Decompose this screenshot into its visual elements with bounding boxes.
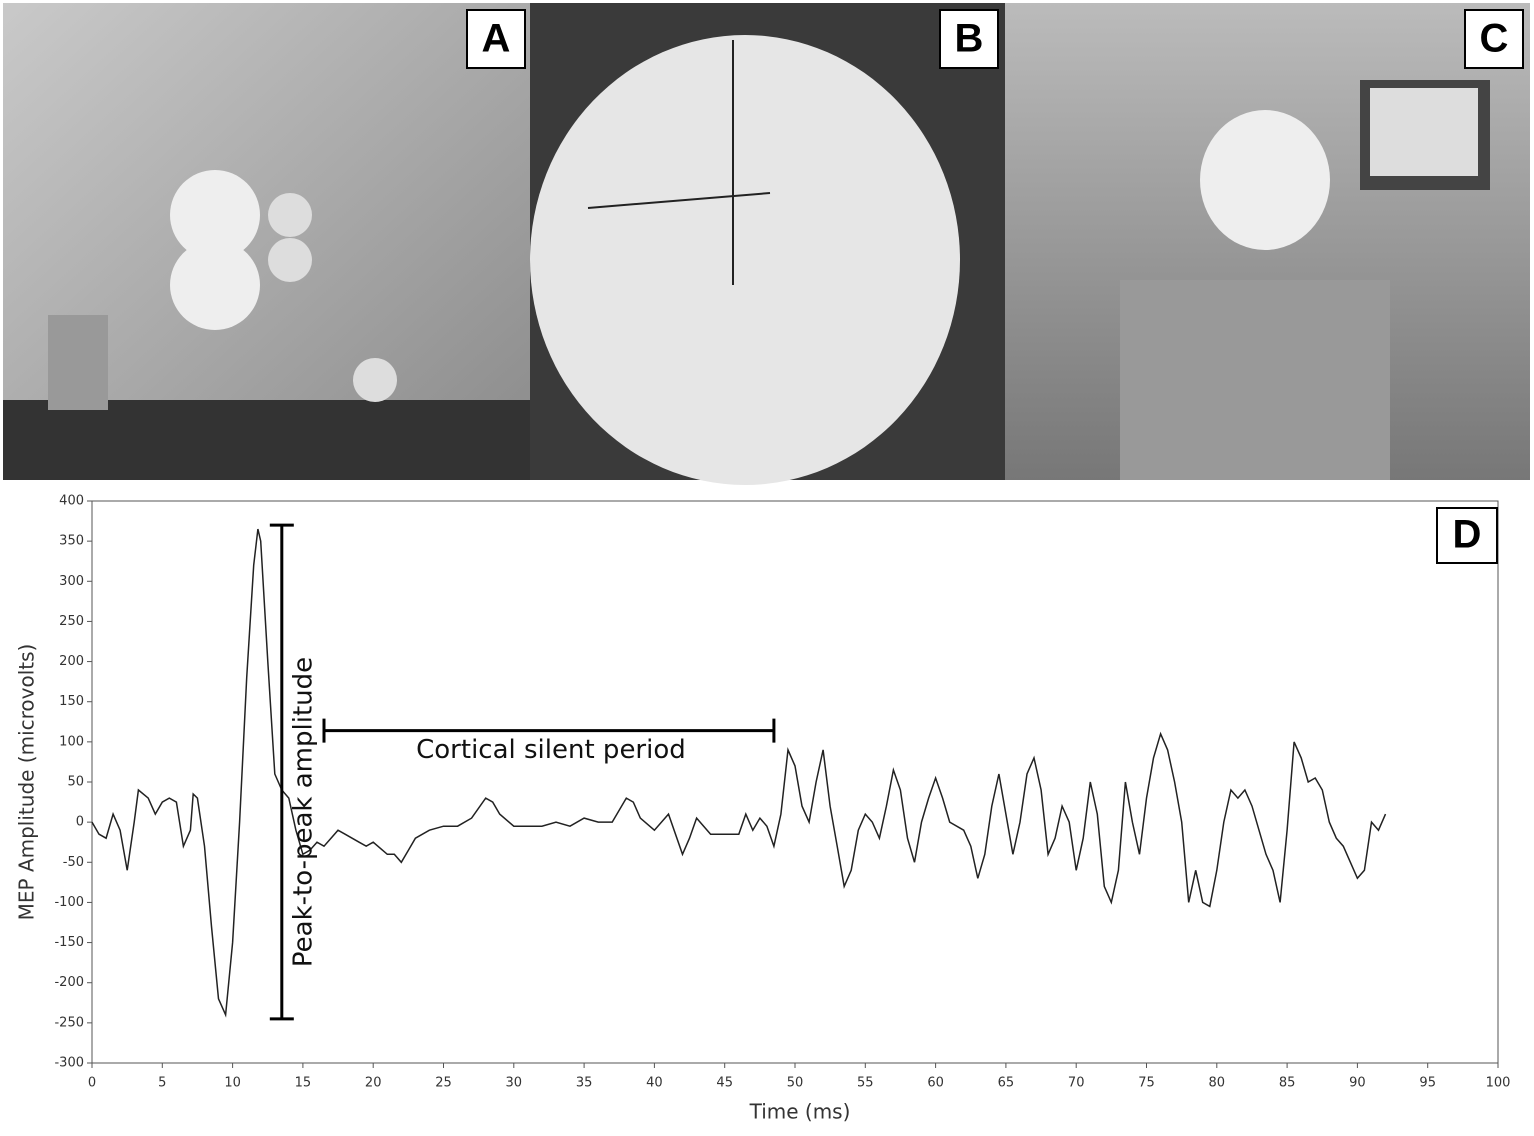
x-axis-label: Time (ms) [749,1100,851,1124]
panel-label-box [1436,507,1498,564]
y-axis-label: MEP Amplitude (microvolts) [15,644,39,921]
panel-label-box [1464,9,1524,69]
x-tick-label: 70 [1068,1076,1085,1091]
y-tick-label: -100 [54,895,84,910]
x-tick-label: 0 [88,1076,96,1091]
y-tick-label: 150 [59,694,84,709]
x-tick-label: 10 [224,1076,241,1091]
panel-label: A [482,17,511,61]
x-tick-label: 75 [1138,1076,1155,1091]
x-tick-label: 20 [365,1076,382,1091]
panel-label: D [1453,513,1482,557]
annotation: Cortical silent period [416,735,686,765]
panel-label: C [1480,17,1509,61]
panel-label-box [466,9,526,69]
x-tick-label: 80 [1209,1076,1226,1091]
x-tick-label: 45 [716,1076,733,1091]
y-tick-label: 200 [59,654,84,669]
x-tick-label: 95 [1419,1076,1436,1091]
y-tick-label: 350 [59,534,84,549]
panel-label-box [939,9,999,69]
y-tick-label: -250 [54,1015,84,1030]
x-tick-label: 65 [998,1076,1015,1091]
x-tick-label: 90 [1349,1076,1366,1091]
y-tick-label: 0 [76,815,84,830]
photo-a [3,3,530,480]
annotation: Peak-to-peak amplitude [288,657,318,967]
y-tick-label: -200 [54,975,84,990]
x-tick-label: 100 [1486,1076,1511,1091]
x-tick-label: 85 [1279,1076,1296,1091]
panel-labels: A B C [466,9,1524,69]
x-tick-label: 35 [576,1076,593,1091]
x-tick-label: 15 [295,1076,312,1091]
y-tick-label: -50 [63,855,84,870]
y-tick-label: 100 [59,734,84,749]
x-tick-label: 5 [158,1076,166,1091]
mep-trace [91,528,1387,1018]
panel-label: B [955,17,984,61]
y-tick-label: 300 [59,574,84,589]
y-tick-label: 250 [59,614,84,629]
x-tick-label: 50 [787,1076,804,1091]
x-tick-label: 40 [646,1076,663,1091]
y-tick-label: -300 [54,1056,84,1071]
photo-c [1005,3,1530,480]
x-tick-label: 55 [857,1076,874,1091]
photo-b [530,3,1005,485]
x-tick-label: 25 [435,1076,452,1091]
y-tick-label: -150 [54,935,84,950]
y-tick-label: 50 [67,775,84,790]
x-tick-label: 30 [506,1076,523,1091]
y-tick-label: 400 [59,494,84,509]
x-tick-label: 60 [927,1076,944,1091]
